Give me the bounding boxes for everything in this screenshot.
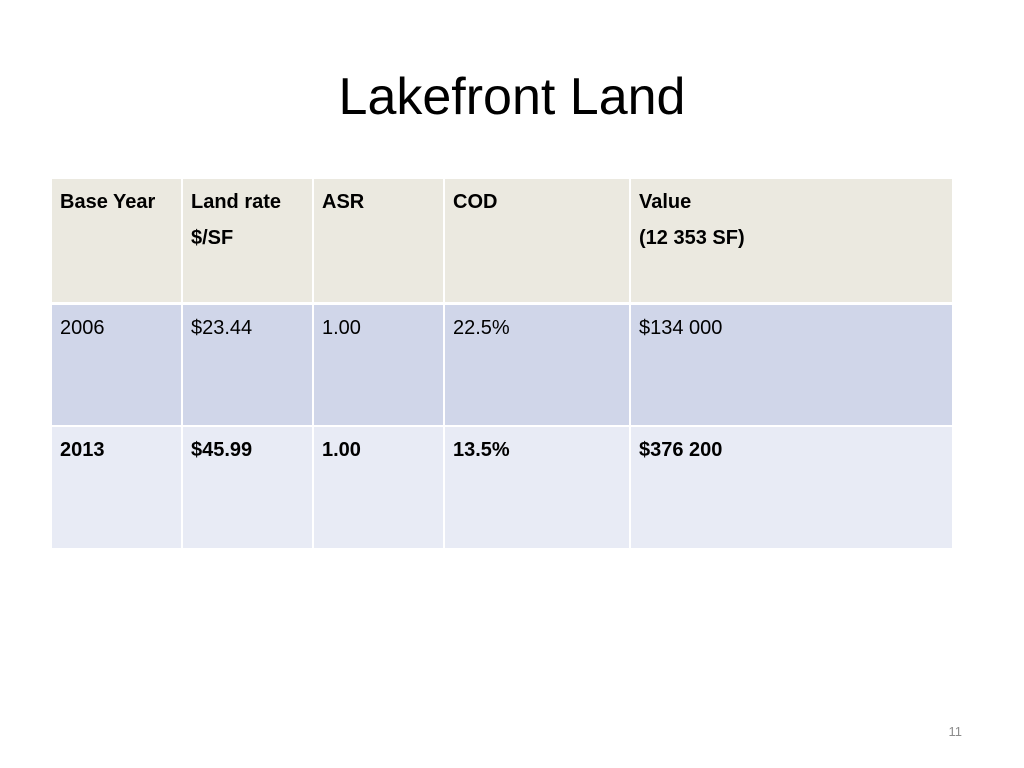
cell-value: $134 000	[631, 305, 952, 427]
cell-land-rate: $45.99	[183, 427, 314, 548]
header-cod: COD	[445, 179, 631, 305]
header-base-year: Base Year	[52, 179, 183, 305]
cell-value: $376 200	[631, 427, 952, 548]
header-value: Value (12 353 SF)	[631, 179, 952, 305]
header-sublabel: $/SF	[191, 227, 234, 249]
page-number: 11	[948, 724, 963, 739]
header-land-rate: Land rate $/SF	[183, 179, 314, 305]
cell-cod: 22.5%	[445, 305, 631, 427]
cell-land-rate: $23.44	[183, 305, 314, 427]
cell-base-year: 2006	[52, 305, 183, 427]
table-row: 2006 $23.44 1.00 22.5% $134 000	[52, 305, 952, 427]
header-sublabel: (12 353 SF)	[639, 227, 745, 249]
cell-base-year: 2013	[52, 427, 183, 548]
cell-asr: 1.00	[314, 427, 445, 548]
header-label: Land rate	[191, 191, 282, 213]
header-label: Base Year	[60, 191, 156, 213]
table-header-row: Base Year Land rate $/SF ASR COD Value (…	[52, 179, 952, 305]
cell-cod: 13.5%	[445, 427, 631, 548]
header-label: COD	[453, 191, 498, 213]
header-label: Value	[639, 191, 692, 213]
cell-asr: 1.00	[314, 305, 445, 427]
header-label: ASR	[322, 191, 365, 213]
table-row: 2013 $45.99 1.00 13.5% $376 200	[52, 427, 952, 548]
header-asr: ASR	[314, 179, 445, 305]
slide-title: Lakefront Land	[338, 68, 686, 126]
land-value-table: Base Year Land rate $/SF ASR COD Value (…	[52, 179, 952, 548]
